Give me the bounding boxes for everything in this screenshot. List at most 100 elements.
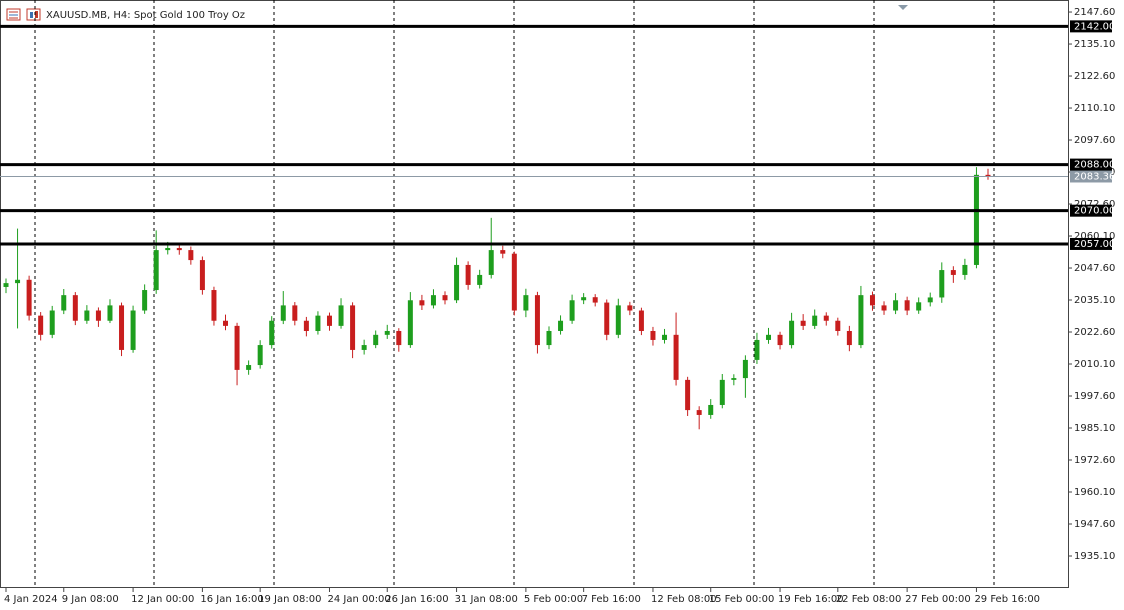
candle-body bbox=[823, 315, 829, 321]
chart-title: XAUUSD.MB, H4: Spot Gold 100 Troy Oz bbox=[46, 10, 245, 21]
x-tick-label: 19 Jan 08:00 bbox=[258, 594, 321, 605]
x-tick-label: 26 Jan 16:00 bbox=[385, 594, 448, 605]
x-tick-label: 19 Feb 16:00 bbox=[778, 594, 844, 605]
candle-body bbox=[638, 310, 644, 331]
candle-body bbox=[315, 315, 321, 331]
x-tick-label: 16 Jan 16:00 bbox=[200, 594, 263, 605]
candle-body bbox=[211, 290, 217, 321]
level-box bbox=[1070, 204, 1112, 217]
level-label: 2088.00 bbox=[1074, 160, 1115, 171]
candle-body bbox=[257, 345, 263, 366]
candle-body bbox=[234, 325, 240, 370]
y-tick-label: 2022.60 bbox=[1074, 327, 1115, 338]
candle-body bbox=[142, 290, 148, 311]
candle-body bbox=[534, 295, 540, 346]
candle-body bbox=[662, 334, 668, 340]
candle-body bbox=[893, 300, 899, 311]
candle-body bbox=[511, 253, 517, 311]
candle-body bbox=[754, 339, 760, 360]
x-tick-label: 15 Feb 00:00 bbox=[709, 594, 775, 605]
candle-body bbox=[800, 320, 806, 326]
y-tick-label: 2035.10 bbox=[1074, 295, 1115, 306]
candle-body bbox=[685, 379, 691, 411]
x-tick-label: 5 Feb 00:00 bbox=[524, 594, 583, 605]
candle-body bbox=[454, 264, 460, 301]
candle-body bbox=[373, 334, 379, 346]
candle-body bbox=[858, 295, 864, 346]
candle-body bbox=[199, 260, 205, 291]
candle-body bbox=[430, 295, 436, 306]
candle-body bbox=[985, 174, 991, 177]
y-tick-label: 2110.10 bbox=[1074, 103, 1115, 114]
candle-body bbox=[973, 174, 979, 265]
candle-body bbox=[719, 379, 725, 405]
candle-body bbox=[812, 315, 818, 326]
y-tick-label: 2135.10 bbox=[1074, 39, 1115, 50]
candle-body bbox=[153, 250, 159, 291]
level-box bbox=[1070, 158, 1112, 171]
y-tick-label: 2047.60 bbox=[1074, 263, 1115, 274]
candle-body bbox=[38, 315, 44, 335]
current-price-label: 2083.36 bbox=[1074, 171, 1115, 182]
candle-body bbox=[835, 320, 841, 331]
candle-body bbox=[846, 330, 852, 346]
candle-body bbox=[176, 248, 182, 251]
candle-body bbox=[130, 310, 136, 350]
x-tick-label: 29 Feb 16:00 bbox=[974, 594, 1040, 605]
current-price-box bbox=[1070, 170, 1112, 183]
y-tick-label: 2010.10 bbox=[1074, 359, 1115, 370]
y-tick-label: 2097.60 bbox=[1074, 135, 1115, 146]
candle-body bbox=[223, 320, 229, 326]
candle-body bbox=[61, 295, 67, 311]
candle-body bbox=[546, 330, 552, 346]
y-tick-label: 2072.60 bbox=[1074, 199, 1115, 210]
x-tick-label: 24 Jan 00:00 bbox=[327, 594, 390, 605]
candle-body bbox=[107, 305, 113, 321]
candle-body bbox=[72, 295, 78, 321]
candle-body bbox=[950, 270, 956, 275]
y-tick-label: 1935.10 bbox=[1074, 551, 1115, 562]
shift-marker bbox=[898, 5, 908, 10]
x-tick-label: 4 Jan 2024 bbox=[4, 594, 58, 605]
candle-body bbox=[558, 320, 564, 331]
candle-body bbox=[326, 315, 332, 326]
candle-body bbox=[188, 250, 194, 261]
y-tick-label: 2147.60 bbox=[1074, 7, 1115, 18]
candle-body bbox=[384, 330, 390, 335]
candle-body bbox=[280, 305, 286, 321]
level-label: 2057.00 bbox=[1074, 239, 1115, 250]
candle-body bbox=[465, 264, 471, 285]
candle-body bbox=[49, 310, 55, 335]
y-tick-label: 2060.10 bbox=[1074, 231, 1115, 242]
candle-body bbox=[361, 345, 367, 350]
y-tick-label: 1997.60 bbox=[1074, 391, 1115, 402]
candle-body bbox=[407, 300, 413, 346]
candle-body bbox=[165, 248, 171, 251]
candle-body bbox=[650, 330, 656, 340]
candle-body bbox=[269, 320, 275, 346]
candle-body bbox=[673, 334, 679, 380]
candle-body bbox=[604, 302, 610, 335]
candle-body bbox=[15, 279, 21, 284]
candle-body bbox=[419, 300, 425, 306]
candle-body bbox=[350, 305, 356, 350]
candle-body bbox=[939, 270, 945, 298]
candle-body bbox=[500, 250, 506, 254]
chart-icons bbox=[6, 8, 41, 21]
candle-body bbox=[592, 297, 598, 303]
candle-body bbox=[581, 297, 587, 301]
candle-body bbox=[3, 283, 9, 287]
candle-body bbox=[962, 264, 968, 275]
y-tick-label: 1960.10 bbox=[1074, 487, 1115, 498]
candle-body bbox=[338, 305, 344, 326]
x-tick-label: 12 Jan 00:00 bbox=[131, 594, 194, 605]
level-box bbox=[1070, 20, 1112, 33]
candle-body bbox=[731, 378, 737, 380]
level-label: 2070.00 bbox=[1074, 206, 1115, 217]
candle-body bbox=[789, 320, 795, 346]
y-tick-label: 1985.10 bbox=[1074, 423, 1115, 434]
candle-body bbox=[615, 305, 621, 335]
candle-body bbox=[904, 300, 910, 311]
